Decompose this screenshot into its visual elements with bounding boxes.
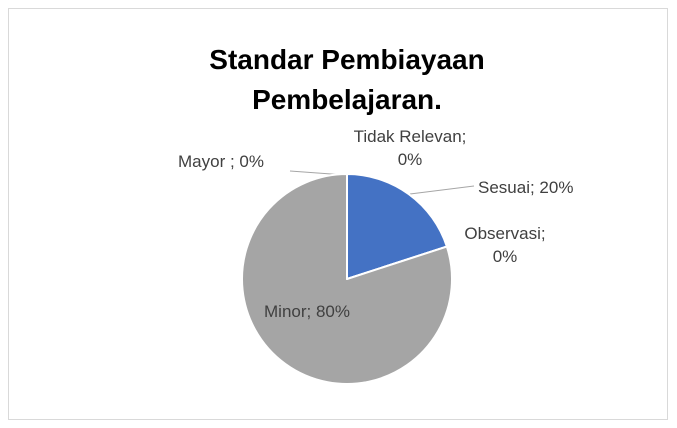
chart-title: Standar Pembiayaan Pembelajaran. [209, 44, 485, 115]
pie-slice [241, 173, 453, 385]
pie-slice [346, 173, 448, 280]
data-label: Mayor ; 0% [178, 152, 264, 171]
data-label: Minor; 80% [264, 302, 350, 321]
data-label: Tidak Relevan; 0% [353, 127, 467, 169]
data-label: Observasi; 0% [464, 224, 546, 266]
data-label: Sesuai; 20% [478, 178, 574, 197]
leader-line [409, 185, 475, 195]
